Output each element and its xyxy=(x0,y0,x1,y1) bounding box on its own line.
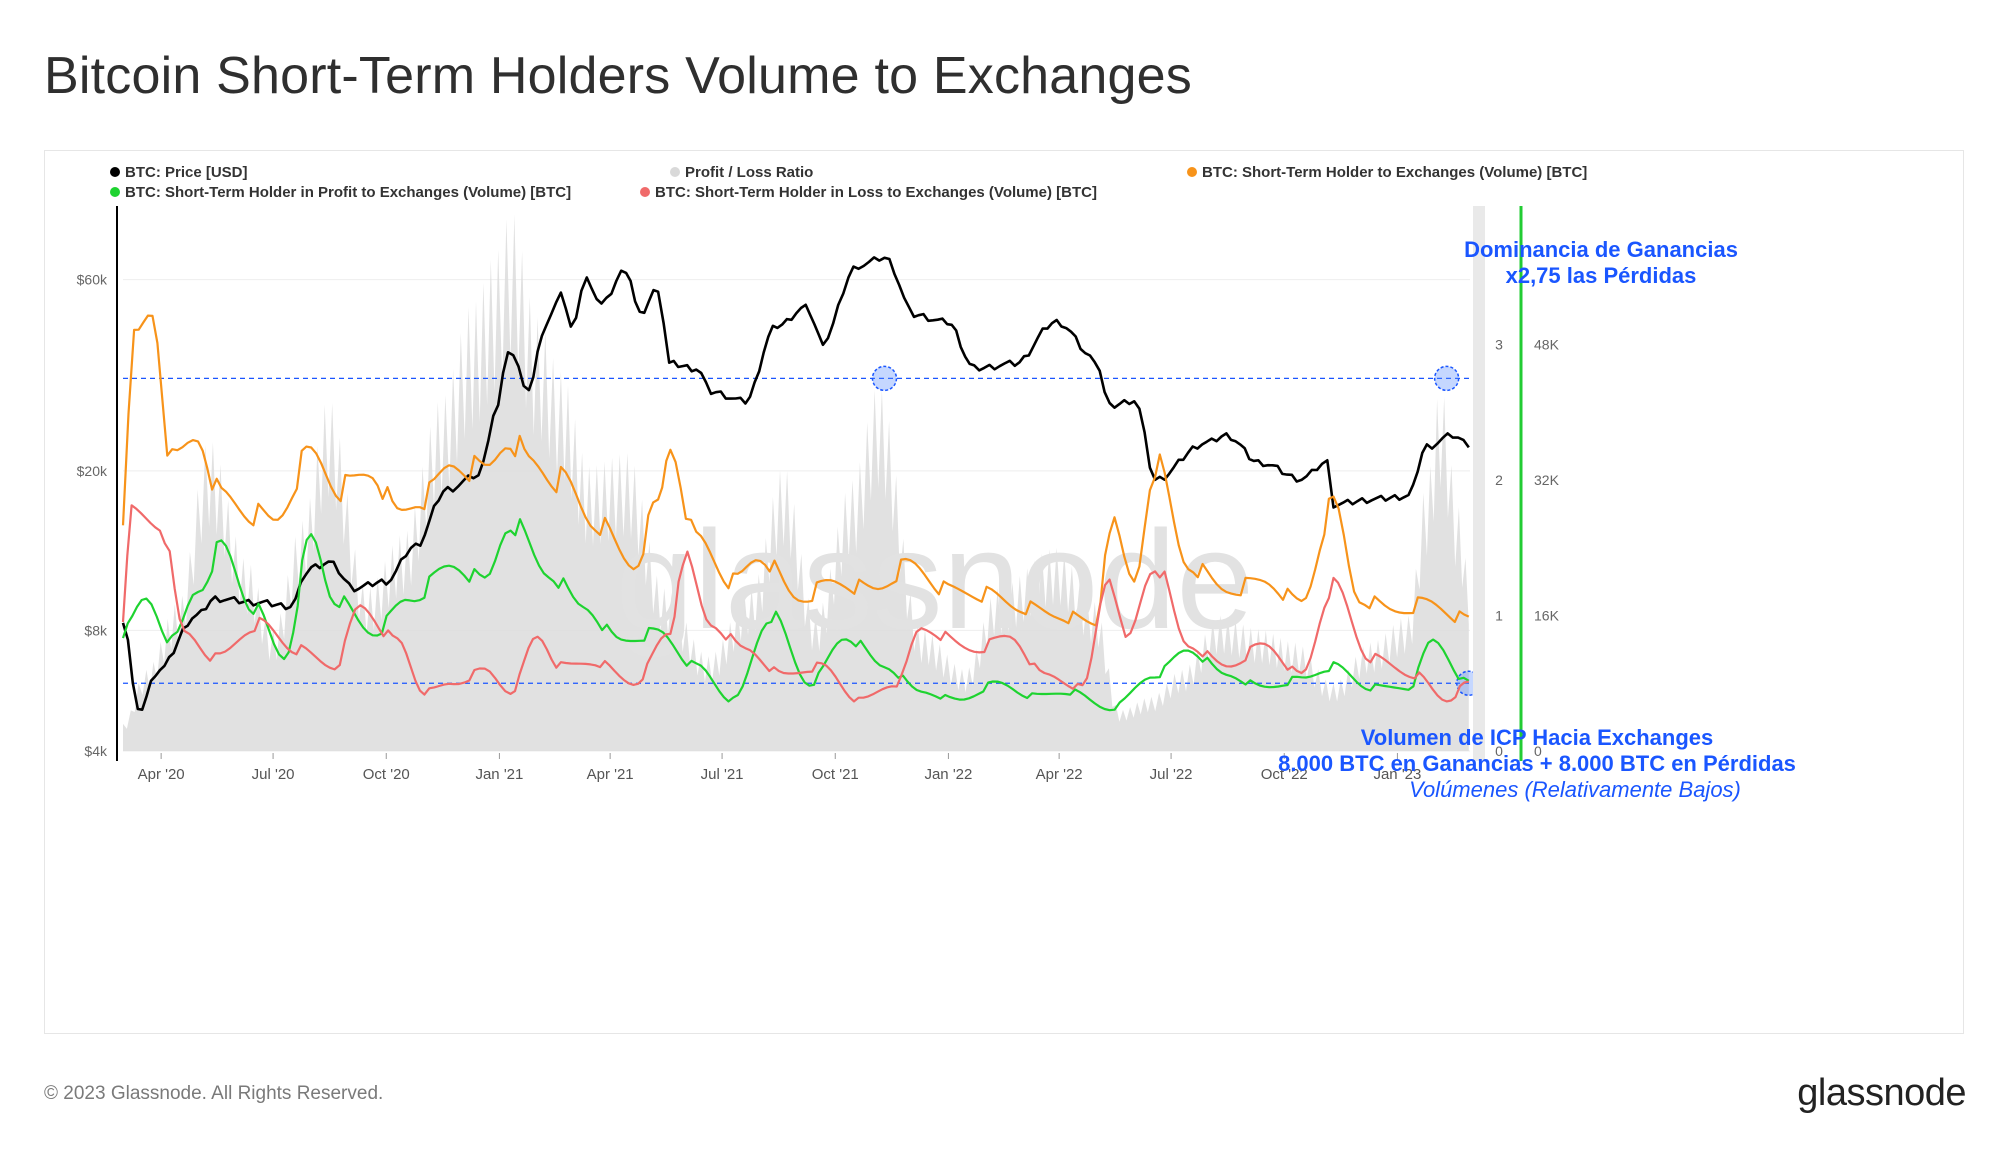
x-tick-label: Jan '21 xyxy=(475,766,523,783)
legend-label: BTC: Short-Term Holder in Profit to Exch… xyxy=(125,184,571,201)
series-line-btc-short-term-holder-to-exchanges-volume-btc xyxy=(121,314,1470,627)
x-tick-label: Jan '23 xyxy=(1373,766,1421,783)
x-tick-label: Oct '21 xyxy=(812,766,859,783)
glassnode-logo: glassnode xyxy=(1797,1072,1966,1114)
annotation-text: x2,75 las Pérdidas xyxy=(1506,263,1697,288)
annotation-text: Dominancia de Ganancias xyxy=(1464,237,1738,262)
y-volume-tick-label: 16K xyxy=(1534,608,1560,624)
chart-svg: glassnode $60k$20k$8k$4k321048K32K16K0Ap… xyxy=(77,164,1796,802)
chart-frame: glassnode $60k $20k $8k $4k 3 2 1 0 48K 32K 16K 0 Ap… xyxy=(44,150,1964,1034)
ratio-axis-band xyxy=(1473,206,1485,761)
y-volume-tick-label: 32K xyxy=(1534,472,1560,488)
x-tick-label: Jul '21 xyxy=(701,766,744,783)
legend-layer: BTC: Price [USD] Profit / Loss Ratio BTC: … xyxy=(110,164,1587,201)
series-line-btc-short-term-holder-in-profit-to-exchanges-volume-btc xyxy=(121,518,1470,712)
y-volume-tick-label: 0 xyxy=(1534,743,1542,759)
legend-label: BTC: Price [USD] xyxy=(125,164,248,181)
y-ratio-tick-label: 3 xyxy=(1495,337,1503,353)
y-ratio-tick-label: 0 xyxy=(1495,743,1503,759)
legend-label: BTC: Short-Term Holder to Exchanges (Vol… xyxy=(1202,164,1587,181)
x-tick-label: Jan '22 xyxy=(924,766,972,783)
legend-label: Profit / Loss Ratio xyxy=(685,164,813,181)
y-left-tick-label: $4k xyxy=(84,743,108,759)
annotation-text: Volumen de ICP Hacia Exchanges xyxy=(1361,725,1714,750)
legend-label: BTC: Short-Term Holder in Loss to Exchan… xyxy=(655,184,1097,201)
legend-marker xyxy=(110,167,120,177)
page-title: Bitcoin Short-Term Holders Volume to Exc… xyxy=(44,47,1192,105)
legend-marker xyxy=(640,187,650,197)
x-tick-label: Apr '21 xyxy=(587,766,634,783)
y-left-tick-label: $60k xyxy=(77,272,108,288)
series-line-btc-short-term-holder-in-loss-to-exchanges-volume-btc xyxy=(121,504,1470,703)
legend-marker xyxy=(670,167,680,177)
x-tick-label: Jul '20 xyxy=(252,766,295,783)
y-ratio-tick-label: 2 xyxy=(1495,472,1503,488)
copyright-text: © 2023 Glassnode. All Rights Reserved. xyxy=(44,1083,384,1104)
series-line-btc-price-usd xyxy=(121,256,1470,711)
x-tick-label: Apr '22 xyxy=(1036,766,1083,783)
y-left-tick-label: $8k xyxy=(84,622,108,638)
highlight-circle xyxy=(1433,365,1460,392)
series-profit-loss-ratio-area xyxy=(123,214,1469,751)
axis-layer: $60k $20k $8k $4k 3 2 1 0 48K 32K 16K 0 Apr '20 Jul '… xyxy=(77,206,1560,783)
x-tick-label: Oct '22 xyxy=(1261,766,1308,783)
annotation-text: 8.000 BTC en Ganancias + 8.000 BTC en Pé… xyxy=(1278,751,1796,776)
legend-marker xyxy=(1187,167,1197,177)
x-tick-label: Apr '20 xyxy=(138,766,185,783)
x-tick-label: Oct '20 xyxy=(363,766,410,783)
y-ratio-tick-label: 1 xyxy=(1495,608,1503,624)
annotation-text: Volúmenes (Relativamente Bajos) xyxy=(1409,777,1741,802)
x-tick-label: Jul '22 xyxy=(1150,766,1193,783)
series-layer xyxy=(121,256,1470,712)
y-left-tick-label: $20k xyxy=(77,463,108,479)
legend-marker xyxy=(110,187,120,197)
ratio-area-layer xyxy=(123,214,1469,751)
y-volume-tick-label: 48K xyxy=(1534,337,1560,353)
highlight-circle xyxy=(871,365,898,392)
